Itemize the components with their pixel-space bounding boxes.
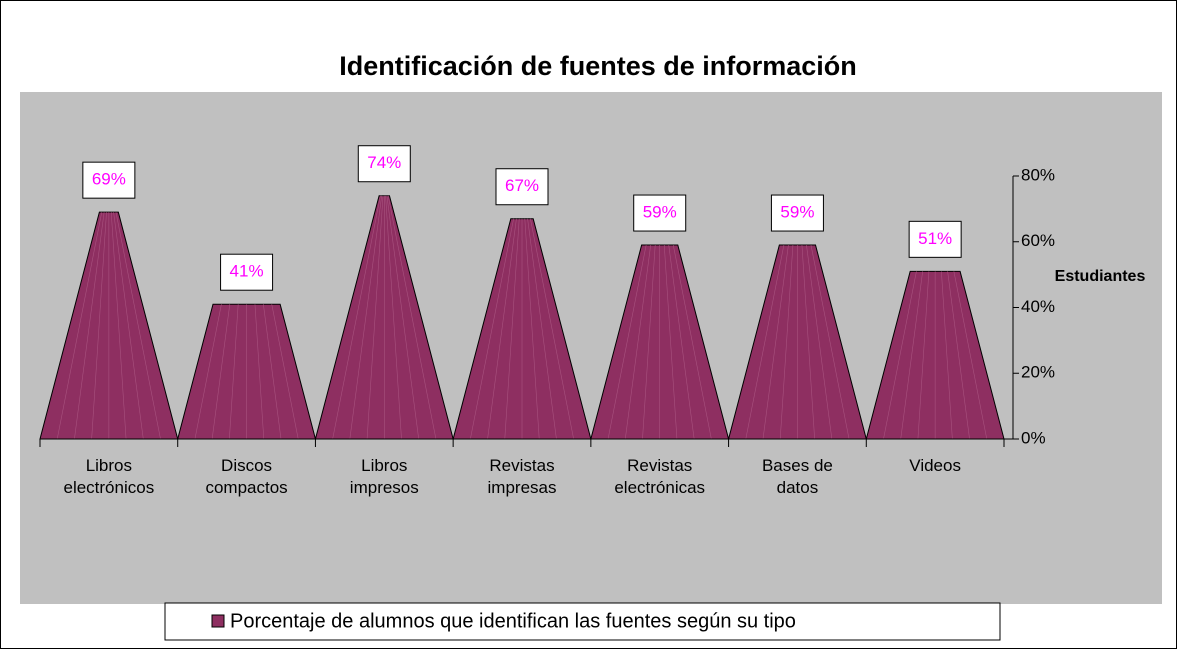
data-label-box	[908, 220, 962, 258]
data-label-box	[220, 253, 274, 291]
bar-shade	[349, 195, 383, 440]
data-label: 59%	[643, 203, 677, 222]
bar-shade	[110, 212, 127, 440]
bar-shade	[115, 212, 161, 440]
data-label-box	[495, 168, 549, 206]
bar-shade	[527, 218, 557, 440]
bar-shade	[953, 271, 988, 440]
bar-shade	[74, 212, 105, 440]
bar-shade	[385, 195, 402, 440]
bar-shade	[91, 212, 107, 440]
bar-shade	[779, 245, 794, 440]
bar-shade	[524, 218, 540, 440]
chart-title: Identificación de fuentes de información	[339, 51, 857, 81]
bar-shade	[883, 271, 917, 440]
bar-shade	[642, 245, 656, 440]
bar-shade	[607, 244, 647, 440]
bar-shade	[229, 304, 239, 440]
data-label: 67%	[505, 176, 539, 195]
plot-area	[20, 92, 1162, 604]
bar-shade	[194, 304, 222, 440]
bar-shade	[624, 244, 651, 440]
x-tick-label: Libros impresos	[349, 456, 419, 497]
data-label-box	[357, 145, 411, 183]
y-tick-label: 0%	[1021, 428, 1046, 447]
bar-shade	[530, 218, 574, 440]
legend-label: Porcentaje de alumnos que identifican la…	[230, 610, 796, 632]
legend-swatch	[211, 614, 225, 628]
x-tick-label: Bases de datos	[761, 456, 833, 497]
legend-box	[164, 602, 1001, 641]
x-tick-label: Libros electrónicos	[63, 456, 155, 497]
bar-shade	[762, 244, 789, 440]
bar-shade	[672, 244, 712, 440]
x-tick-label: Revistas impresas	[487, 456, 557, 497]
bar-shade	[470, 218, 514, 440]
bar-shade	[801, 245, 815, 440]
x-tick-label: Videos	[909, 456, 961, 475]
data-label: 59%	[780, 203, 814, 222]
data-label-box	[82, 161, 136, 199]
x-tick-label: Revistas electrónicas	[614, 456, 706, 497]
bar-shade	[56, 212, 103, 440]
y-tick-label: 40%	[1021, 297, 1055, 316]
bar-shade	[332, 195, 381, 440]
data-label-box	[633, 194, 687, 232]
y-axis-label: Estudiantes	[1055, 268, 1146, 285]
data-label-box	[770, 194, 824, 232]
bar-shade	[947, 271, 970, 440]
bar-shade	[387, 195, 437, 440]
bar-shade	[386, 195, 420, 440]
bar-shade	[263, 304, 282, 440]
bar-shade	[663, 245, 678, 440]
bar-shade	[487, 218, 517, 440]
bar-shade	[366, 195, 384, 440]
bar-shade	[941, 271, 953, 440]
data-label: 51%	[918, 229, 952, 248]
bar-shade	[504, 218, 520, 440]
data-label: 74%	[367, 153, 401, 172]
bar-shade	[113, 212, 144, 440]
bar-shade	[917, 271, 930, 440]
bar-shade	[806, 244, 833, 440]
x-tick-label: Discos compactos	[205, 456, 288, 497]
bar-shade	[211, 304, 231, 440]
data-label: 41%	[230, 262, 264, 281]
bar-shade	[271, 304, 299, 440]
y-tick-label: 80%	[1021, 165, 1055, 184]
bar-shade	[900, 271, 923, 440]
bar-shade	[668, 244, 695, 440]
bar-shade	[745, 244, 785, 440]
y-tick-label: 20%	[1021, 363, 1055, 382]
data-label: 69%	[92, 170, 126, 189]
bar-shade	[254, 304, 265, 440]
y-tick-label: 60%	[1021, 231, 1055, 250]
bar-shade	[810, 244, 850, 440]
